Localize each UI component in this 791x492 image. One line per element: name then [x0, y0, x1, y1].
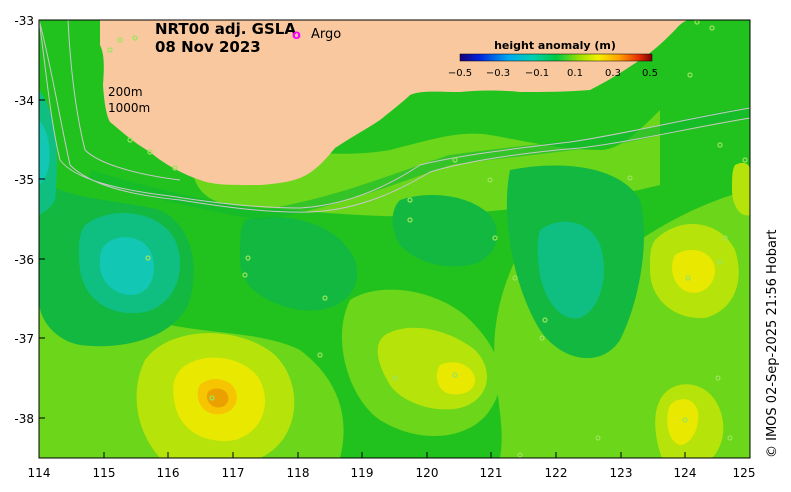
colorbar-tick: −0.5 [448, 68, 472, 79]
contour-yellow-mid [436, 362, 476, 395]
x-tick-label: 122 [545, 466, 568, 480]
y-tick-label: -33 [14, 14, 34, 28]
y-tick-label: -35 [14, 173, 34, 187]
x-tick-label: 117 [222, 466, 245, 480]
colorbar-tick: 0.1 [567, 68, 583, 79]
y-tick-label: -34 [14, 94, 34, 108]
colorbar-tick: −0.3 [486, 68, 510, 79]
y-axis: -33 -34 -35 -36 -37 -38 [14, 14, 45, 426]
contour-orange-core [206, 388, 229, 408]
colorbar-gradient [459, 53, 653, 62]
land-western-australia [100, 20, 690, 186]
y-tick-label: -38 [14, 412, 34, 426]
colorbar-tick: 0.5 [642, 68, 658, 79]
colorbar: height anomaly (m) −0.5 −0.3 −0.1 0.1 0.… [448, 39, 658, 79]
x-tick-label: 123 [610, 466, 633, 480]
x-tick-label: 124 [674, 466, 697, 480]
contour-dark-green-mid [392, 195, 498, 267]
contour-teal-east [537, 221, 604, 319]
isobath-lines [39, 20, 750, 213]
contour-yellow-se [667, 399, 699, 445]
argo-marker-icon: o [292, 28, 301, 43]
float-markers [107, 20, 748, 458]
contour-cyan-coast [39, 120, 50, 185]
y-tick-label: -37 [14, 332, 34, 346]
contour-cyan-west [100, 237, 154, 295]
contour-yellow-east [672, 249, 716, 293]
x-tick-label: 115 [93, 466, 116, 480]
credit-label: © IMOS 02-Sep-2025 21:56 Hobart [765, 229, 780, 458]
x-tick-label: 118 [287, 466, 310, 480]
isobath-label-200: 200m [108, 85, 143, 99]
x-tick-label: 116 [157, 466, 180, 480]
x-tick-label: 120 [416, 466, 439, 480]
map-date: 08 Nov 2023 [155, 38, 261, 56]
x-tick-label: 114 [28, 466, 51, 480]
map-frame [38, 19, 751, 459]
contour-dark-green-centre [240, 216, 358, 311]
contour-yellow-green-edge [732, 162, 750, 216]
map-title: NRT00 adj. GSLA [155, 20, 296, 38]
x-tick-label: 119 [351, 466, 374, 480]
x-axis: 114 115 116 117 118 119 120 121 122 123 … [28, 452, 756, 480]
isobath-label-1000: 1000m [108, 101, 150, 115]
x-tick-label: 125 [733, 466, 756, 480]
colorbar-title: height anomaly (m) [494, 39, 616, 52]
colorbar-tick: 0.3 [605, 68, 621, 79]
y-tick-label: -36 [14, 253, 34, 267]
x-tick-label: 121 [480, 466, 503, 480]
argo-label: Argo [311, 27, 341, 42]
colorbar-tick: −0.1 [525, 68, 549, 79]
